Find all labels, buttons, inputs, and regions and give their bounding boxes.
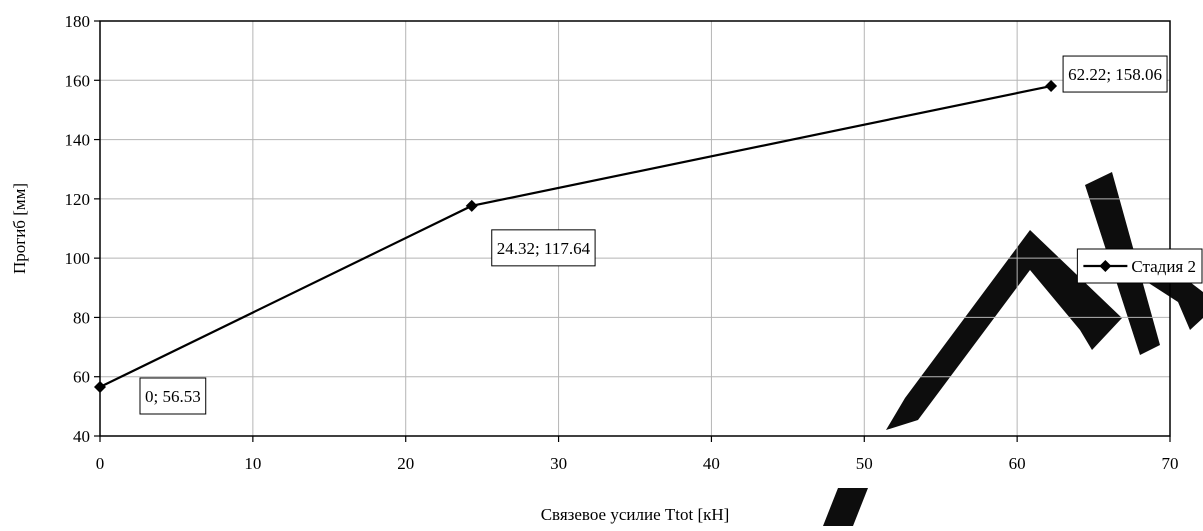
x-tick-label: 40 [703,454,720,473]
data-label-box [139,377,207,415]
axis-ticks: 0 10 20 30 40 50 60 70 40 60 80 100 120 140 160 180 [65,12,1179,473]
series [94,80,1058,394]
x-tick-label: 30 [550,454,567,473]
y-tick-label: 160 [65,71,91,90]
legend-marker [1099,260,1112,272]
y-tick-label: 120 [65,190,91,209]
data-label: 24.32; 117.64 [491,229,596,267]
plot-area [99,20,1171,437]
data-point-marker [1045,80,1058,93]
x-tick-label: 70 [1162,454,1179,473]
data-labels: 0; 56.53 24.32; 117.64 62.22; 158.06 [139,55,1168,415]
data-point-marker [465,199,478,212]
data-label-text: 24.32; 117.64 [497,239,591,258]
data-label-text: 62.22; 158.06 [1068,65,1162,84]
data-point-marker [94,381,106,394]
y-tick-label: 60 [73,368,90,387]
x-axis-title: Связевое усилие Ttot [кН] [541,505,730,524]
x-tick-label: 10 [244,454,261,473]
y-tick-label: 140 [65,131,91,150]
y-tick-label: 40 [73,427,90,446]
watermark-stroke [823,488,868,526]
watermark-stroke [886,230,1122,430]
x-tick-label: 20 [397,454,414,473]
y-tick-label: 80 [73,308,90,327]
legend-label: Стадия 2 [1131,257,1196,276]
data-label: 0; 56.53 [139,377,207,415]
y-tick-label: 180 [65,12,91,31]
data-label-text: 0; 56.53 [145,387,201,406]
y-axis-title: Прогиб [мм] [10,183,29,274]
data-label-box [491,229,596,267]
x-tick-label: 0 [96,454,105,473]
x-tick-label: 50 [856,454,873,473]
data-label: 62.22; 158.06 [1062,55,1168,93]
x-tick-label: 60 [1009,454,1026,473]
y-tick-label: 100 [65,249,91,268]
legend: Стадия 2 [1076,248,1203,284]
data-label-box [1062,55,1168,93]
grid [100,21,1170,436]
